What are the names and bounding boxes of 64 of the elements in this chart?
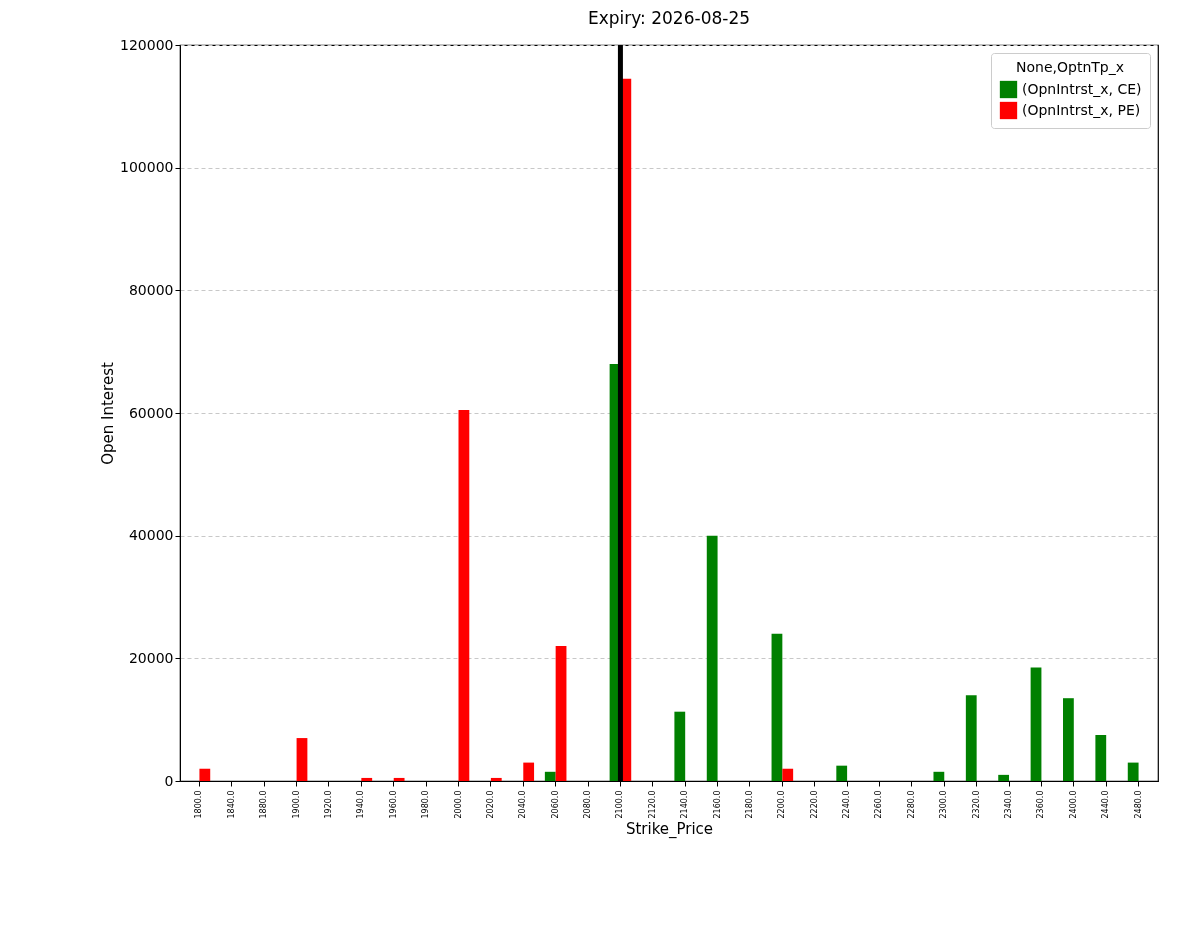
bar: [490, 777, 502, 781]
bar: [1030, 667, 1042, 781]
y-tick-label: 60000: [128, 404, 174, 421]
x-tick-label: 2200.0: [777, 790, 787, 819]
bar: [836, 765, 848, 781]
bar: [965, 695, 977, 781]
x-tick-label: 2280.0: [906, 790, 916, 819]
bar: [523, 762, 535, 781]
x-tick-label: 1900.0: [291, 790, 301, 819]
y-tick-label: 20000: [128, 649, 174, 666]
bar: [706, 535, 718, 781]
x-tick-label: 1980.0: [421, 790, 431, 819]
bar: [933, 771, 945, 781]
bar: [782, 768, 794, 781]
chart-title: Expiry: 2026-08-25: [587, 8, 751, 28]
x-tick-label: 2100.0: [615, 790, 625, 819]
x-tick-label: 2240.0: [842, 790, 852, 819]
x-tick-label: 2220.0: [809, 790, 819, 819]
x-tick-label: 2480.0: [1133, 790, 1143, 819]
x-tick-label: 2020.0: [485, 790, 495, 819]
bar: [674, 711, 686, 781]
legend-label: (OpnIntrst_x, PE): [1022, 101, 1141, 118]
legend-label: (OpnIntrst_x, CE): [1022, 80, 1142, 97]
x-tick-label: 2060.0: [550, 790, 560, 819]
y-axis-title: Open Interest: [99, 362, 118, 465]
bar: [1127, 762, 1139, 781]
x-axis-title: Strike_Price: [625, 820, 714, 840]
bar: [1063, 698, 1074, 781]
x-tick-label: 1880.0: [259, 790, 269, 819]
x-tick-label: 2440.0: [1101, 790, 1111, 819]
y-tick-label: 120000: [120, 36, 174, 53]
x-tick-label: 2400.0: [1068, 790, 1078, 819]
bar: [555, 646, 567, 781]
y-tick-label: 40000: [128, 527, 174, 544]
x-tick-label: 1920.0: [323, 790, 333, 819]
x-tick-label: 2080.0: [583, 790, 593, 819]
y-tick-label: 100000: [120, 159, 174, 176]
x-tick-label: 2000.0: [453, 790, 463, 819]
bar: [544, 771, 556, 781]
y-tick-label: 80000: [128, 281, 174, 298]
bar: [771, 633, 783, 781]
x-tick-label: 2180.0: [744, 790, 754, 819]
bar: [1095, 735, 1107, 781]
x-tick-label: 1840.0: [226, 790, 236, 819]
x-tick-label: 1800.0: [194, 790, 204, 819]
x-tick-label: 2360.0: [1036, 790, 1046, 819]
x-tick-label: 2320.0: [971, 790, 981, 819]
bar: [199, 768, 211, 781]
bar: [361, 777, 373, 781]
x-tick-label: 2120.0: [647, 790, 657, 819]
bar: [296, 738, 308, 781]
bar: [998, 774, 1010, 781]
x-tick-label: 1960.0: [388, 790, 398, 819]
x-tick-label: 2140.0: [680, 790, 690, 819]
legend-title: None,OptnTp_x: [1016, 59, 1124, 75]
x-tick-label: 1940.0: [356, 790, 366, 819]
y-tick-label: 0: [164, 772, 174, 789]
x-tick-label: 2260.0: [874, 790, 884, 819]
x-tick-label: 2160.0: [712, 790, 722, 819]
x-tick-label: 2340.0: [1004, 790, 1014, 819]
bar: [393, 777, 405, 781]
bar: [458, 409, 470, 781]
x-tick-label: 2040.0: [518, 790, 528, 819]
x-tick-label: 2300.0: [939, 790, 949, 819]
